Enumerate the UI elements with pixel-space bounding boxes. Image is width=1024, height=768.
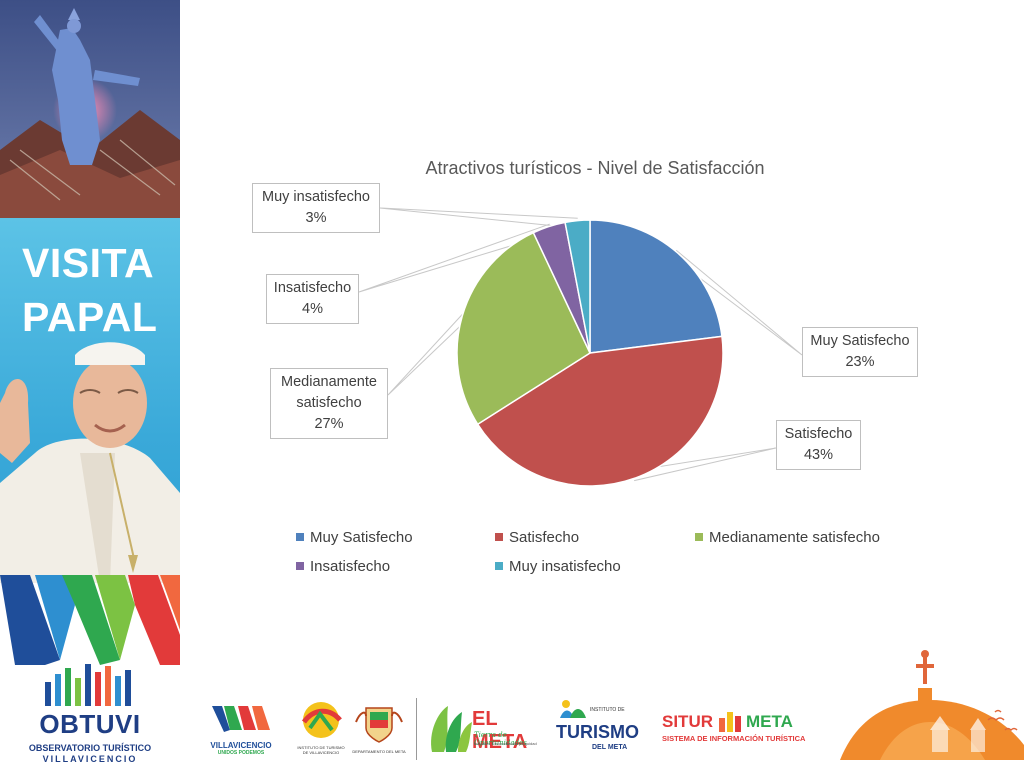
statue-photo <box>0 0 180 218</box>
instituto-villavicencio-text: INSTITUTO DE TURISMO DE VILLAVICENCIO <box>297 745 345 755</box>
el-meta-logo: EL META Tierra de Oportunidades Inclusió… <box>426 700 554 758</box>
banner-word-visita: VISITA <box>22 240 155 286</box>
data-label-value: 23% <box>845 354 875 370</box>
situr-meta-logo: SITUR META SISTEMA DE INFORMACIÓN TURÍST… <box>662 712 812 758</box>
leader-line-medianamente-satisfecho <box>387 311 466 396</box>
visit-papal-panel: VISITA PAPAL <box>0 218 180 583</box>
banner-word-papal: PAPAL <box>22 294 158 340</box>
legend-label: Muy insatisfecho <box>509 558 621 575</box>
data-label-satisfecho: Satisfecho 43% <box>776 420 861 470</box>
data-label-name: Satisfecho <box>784 426 853 442</box>
obtuvi-city: VILLAVICENCIO <box>42 754 138 764</box>
sponsor-logos: VILLAVICENCIO UNIDOS PODEMOS INSTITUTO D… <box>200 650 1024 768</box>
data-label-name: Muy insatisfecho <box>262 189 370 205</box>
legend-swatch <box>296 533 304 541</box>
logo-divider <box>416 698 417 760</box>
data-label-medianamente-satisfecho: Medianamente satisfecho 27% <box>270 368 388 439</box>
data-label-value: 4% <box>302 301 323 317</box>
obtuvi-title: OBTUVI <box>39 709 141 739</box>
legend-item-muy-insatisfecho: Muy insatisfecho <box>495 558 621 575</box>
villavicencio-subtext: UNIDOS PODEMOS <box>217 750 265 756</box>
legend-swatch <box>495 562 503 570</box>
legend-item-insatisfecho: Insatisfecho <box>296 558 390 575</box>
data-label-value: 3% <box>305 210 327 226</box>
data-label-muy-insatisfecho: Muy insatisfecho 3% <box>252 183 380 233</box>
legend-item-medianamente-satisfecho: Medianamente satisfecho <box>695 529 880 546</box>
data-label-insatisfecho: Insatisfecho 4% <box>266 274 359 324</box>
el-meta-emblem-icon <box>431 706 472 752</box>
leader-line-insatisfecho <box>358 223 550 293</box>
data-label-value: 43% <box>803 447 834 463</box>
el-meta-slogan: Tierra de Oportunidades <box>474 731 527 747</box>
data-label-name: Medianamente satisfecho <box>281 374 377 411</box>
coat-of-arms-icon <box>355 707 403 743</box>
instituto-villavicencio-logo: INSTITUTO DE TURISMO DE VILLAVICENCIO <box>296 700 346 756</box>
villavicencio-logo: VILLAVICENCIO UNIDOS PODEMOS <box>208 704 274 756</box>
turismo-meta-logo: INSTITUTO DE TURISMO DEL META <box>556 698 639 760</box>
legend-label: Medianamente satisfecho <box>709 529 880 546</box>
pie-slice-muy-insatisfecho <box>564 219 591 354</box>
el-meta-title: EL META <box>472 708 528 753</box>
sidebar-banner: VISITA PAPAL <box>0 0 180 768</box>
departamento-meta-text: DEPARTAMENTO DEL META <box>352 749 406 754</box>
legend-label: Insatisfecho <box>310 558 391 575</box>
w-brand-logo <box>0 575 180 665</box>
el-meta-subtitle: Inclusión, Reconciliación y Equidad <box>474 741 537 746</box>
legend-swatch <box>695 533 703 541</box>
situr-title: SITUR <box>662 712 713 731</box>
leader-lines <box>358 207 803 482</box>
legend-item-satisfecho: Satisfecho <box>495 529 579 546</box>
data-label-name: Insatisfecho <box>273 280 352 296</box>
legend-swatch <box>296 562 304 570</box>
situr-bars-icon <box>719 712 741 732</box>
legend-label: Muy Satisfecho <box>310 529 413 546</box>
pope-illustration <box>0 342 180 583</box>
legend-swatch <box>495 533 503 541</box>
leader-line-muy-satisfecho <box>675 249 803 356</box>
turismo-subtitle: DEL META <box>592 744 628 751</box>
obtuvi-logo: OBTUVI OBSERVATORIO TURÍSTICO VILLAVICEN… <box>0 660 180 768</box>
w-mini-icon <box>212 706 270 732</box>
departamento-meta-logo: DEPARTAMENTO DEL META <box>352 702 406 758</box>
leader-line-muy-insatisfecho <box>379 207 578 229</box>
situr-meta-title: META <box>746 712 793 731</box>
data-label-muy-satisfecho: Muy Satisfecho 23% <box>802 327 918 377</box>
legend-label: Satisfecho <box>509 529 580 546</box>
turismo-emblem-icon <box>560 700 586 718</box>
obtuvi-subtitle: OBSERVATORIO TURÍSTICO <box>28 743 152 753</box>
instituto-emblem-icon <box>301 702 342 738</box>
legend-item-muy-satisfecho: Muy Satisfecho <box>296 529 413 546</box>
pie-slice-medianamente-satisfecho <box>456 231 591 426</box>
pie-slices <box>456 219 724 487</box>
situr-subtitle: SISTEMA DE INFORMACIÓN TURÍSTICA <box>662 734 806 743</box>
pie-slice-satisfecho <box>476 335 724 487</box>
leader-line-satisfecho <box>634 447 777 482</box>
pie-slice-insatisfecho <box>532 221 591 354</box>
villavicencio-text: VILLAVICENCIO <box>210 741 272 750</box>
chart-title: Atractivos turísticos - Nivel de Satisfa… <box>425 158 765 178</box>
turismo-instituto-label: INSTITUTO DE <box>590 707 625 713</box>
cathedral-illustration <box>840 650 1024 760</box>
pie-slice-muy-satisfecho <box>589 219 723 354</box>
turismo-title: TURISMO <box>556 722 639 742</box>
data-label-name: Muy Satisfecho <box>810 333 910 349</box>
data-label-value: 27% <box>314 416 344 432</box>
obtuvi-bars-icon <box>45 664 131 706</box>
